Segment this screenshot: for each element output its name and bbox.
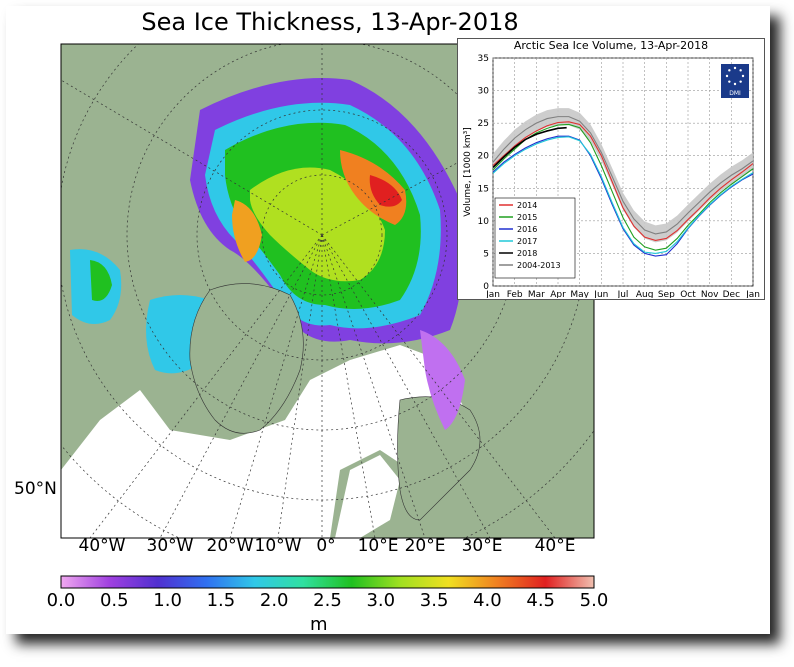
legend-label: 2017 — [517, 237, 537, 246]
dmi-logo-star — [733, 82, 737, 86]
legend-label: 2018 — [517, 249, 537, 258]
series-line — [492, 126, 567, 169]
inset-title: Arctic Sea Ice Volume, 13-Apr-2018 — [513, 39, 709, 52]
colorbar-tick-label: 0.0 — [46, 590, 76, 611]
colorbar-tick-label: 1.0 — [153, 590, 182, 611]
x-tick-label: Jun — [593, 290, 608, 298]
lon-label: 40°W — [78, 536, 126, 556]
lon-label: 10°W — [254, 536, 302, 556]
series-line — [492, 123, 754, 251]
dmi-logo-star — [739, 69, 742, 72]
y-axis-label: Volume, [1000 km³] — [463, 127, 473, 217]
colorbar-tick-label: 4.5 — [526, 590, 556, 611]
map-title: Sea Ice Thickness, 13-Apr-2018 — [141, 8, 519, 36]
lon-label: 0° — [316, 536, 336, 556]
y-tick-label: 25 — [478, 119, 489, 129]
dmi-logo-star — [728, 69, 731, 72]
series-line — [492, 116, 754, 235]
y-tick-label: 20 — [478, 152, 490, 162]
volume-chart: 0 5 10 15 20 25 30 35 Jan Feb Mar Apr May Jun Jul Aug Se… — [463, 54, 760, 298]
colorbar-unit: m — [310, 614, 328, 635]
greenland — [189, 283, 304, 434]
colorbar-tick-label: 5.0 — [579, 590, 609, 611]
x-tick-label: Sep — [658, 290, 675, 298]
y-tick-label: 15 — [478, 184, 489, 194]
colorbar-tick-label: 4.0 — [473, 590, 502, 611]
legend-label: 2016 — [517, 225, 537, 234]
series-line — [492, 121, 754, 241]
lon-label: 20°W — [206, 536, 254, 556]
colorbar-tick-label: 2.0 — [259, 590, 289, 611]
hudson-bay-thick — [90, 260, 112, 301]
ice-thickest-west — [232, 200, 262, 262]
dmi-logo-star — [725, 74, 729, 78]
ice-thicker — [250, 167, 385, 282]
ice-max-patch — [369, 175, 402, 207]
scandinavia — [397, 396, 481, 521]
dmi-logo-text: DMI — [729, 90, 741, 97]
legend-label: 2015 — [517, 213, 537, 222]
x-tick-label: Jul — [617, 290, 629, 298]
lon-label: 30°W — [146, 536, 194, 556]
dmi-logo — [721, 64, 749, 98]
y-tick-label: 0 — [483, 282, 489, 292]
x-tick-label: Dec — [723, 290, 740, 298]
lon-label: 10°E — [357, 536, 399, 556]
x-tick-label: May — [570, 290, 589, 298]
x-tick-label: Nov — [701, 290, 719, 298]
barents-ice-edge — [420, 330, 465, 430]
legend-label: 2004-2013 — [517, 261, 561, 270]
open-water-atlantic — [61, 345, 470, 538]
x-tick-label: Jan — [485, 290, 500, 298]
y-tick-label: 30 — [478, 87, 490, 97]
x-tick-label: Aug — [636, 290, 654, 298]
climatology-band — [493, 108, 753, 243]
colorbar-tick-label: 3.0 — [366, 590, 396, 611]
dmi-logo-star — [741, 74, 745, 78]
dmi-logo-star — [733, 66, 737, 70]
colorbar-tick-label: 0.5 — [99, 590, 129, 611]
lon-label: 20°E — [404, 536, 446, 556]
dmi-logo-star — [739, 80, 742, 83]
x-tick-label: Oct — [680, 290, 696, 298]
x-tick-label: Jan — [745, 290, 760, 298]
x-tick-label: Mar — [528, 290, 545, 298]
dmi-logo-star — [728, 80, 731, 83]
legend-label: 2014 — [517, 201, 537, 210]
lon-label: 40°E — [534, 536, 576, 556]
colorbar-tick-label: 2.5 — [313, 590, 342, 611]
colorbar — [60, 575, 595, 589]
series-line — [492, 136, 754, 254]
latitude-label: 50°N — [14, 479, 57, 499]
colorbar-tick-label: 3.5 — [419, 590, 449, 611]
x-tick-label: Feb — [507, 290, 523, 298]
lon-label: 30°E — [461, 536, 503, 556]
x-tick-label: Apr — [550, 290, 566, 298]
y-tick-label: 5 — [483, 249, 489, 259]
y-tick-label: 10 — [478, 217, 490, 227]
colorbar-tick-label: 1.5 — [206, 590, 236, 611]
y-tick-label: 35 — [478, 54, 489, 64]
